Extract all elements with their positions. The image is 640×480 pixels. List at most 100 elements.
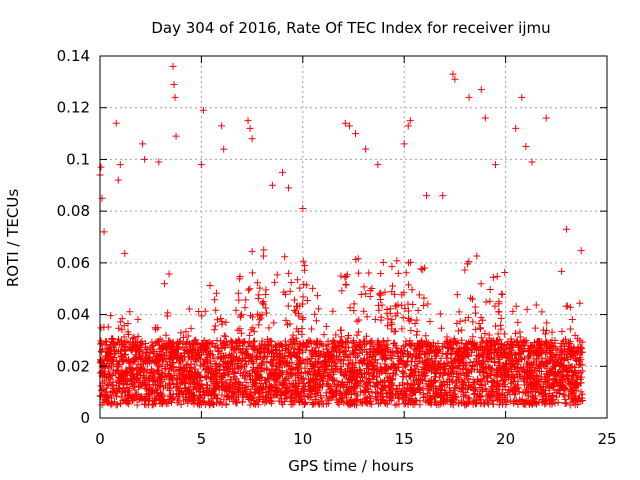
data-point — [185, 305, 193, 313]
data-point — [301, 261, 309, 269]
data-point — [523, 305, 531, 313]
data-point — [477, 367, 485, 375]
data-point — [235, 296, 243, 304]
data-point — [338, 287, 346, 295]
data-point — [426, 318, 434, 326]
y-tick-label: 0.14 — [57, 47, 90, 65]
data-point — [368, 389, 376, 397]
y-tick-label: 0 — [80, 409, 90, 427]
data-point — [242, 296, 250, 304]
x-tick-label: 10 — [293, 430, 312, 448]
data-point — [394, 269, 402, 277]
data-point — [398, 301, 406, 309]
data-point — [287, 393, 295, 401]
data-point — [472, 325, 480, 333]
data-point — [577, 388, 585, 396]
data-point — [399, 314, 407, 322]
data-point — [113, 401, 121, 409]
data-point — [377, 313, 385, 321]
data-point — [416, 401, 424, 409]
data-point — [238, 310, 246, 318]
data-point — [135, 347, 143, 355]
data-point — [180, 397, 188, 405]
data-point — [264, 366, 272, 374]
data-point — [259, 252, 267, 260]
data-point — [477, 376, 485, 384]
data-point — [461, 266, 469, 274]
chart-title: Day 304 of 2016, Rate Of TEC Index for r… — [151, 19, 550, 37]
data-point — [126, 308, 134, 316]
data-point — [220, 332, 228, 340]
data-point — [454, 327, 462, 335]
data-point — [210, 326, 218, 334]
data-point — [494, 330, 502, 338]
data-point — [182, 361, 190, 369]
data-point — [355, 316, 363, 324]
data-point — [367, 338, 375, 346]
data-point — [379, 258, 387, 266]
data-point — [217, 341, 225, 349]
data-point — [122, 388, 130, 396]
data-point — [97, 324, 105, 332]
data-point — [531, 324, 539, 332]
data-point — [498, 290, 506, 298]
x-tick-label: 20 — [496, 430, 515, 448]
data-point — [117, 400, 125, 408]
data-point — [294, 276, 302, 284]
data-point — [500, 330, 508, 338]
data-point — [263, 309, 271, 317]
data-point — [342, 280, 350, 288]
data-point — [254, 346, 262, 354]
data-point — [303, 281, 311, 289]
data-point — [134, 332, 142, 340]
data-point — [232, 306, 240, 314]
data-point — [236, 325, 244, 333]
data-point — [148, 365, 156, 373]
data-point — [329, 307, 337, 315]
data-point — [398, 325, 406, 333]
y-tick-label: 0.12 — [57, 99, 90, 117]
data-point — [501, 268, 509, 276]
data-point — [407, 326, 415, 334]
data-point — [574, 401, 582, 409]
data-point — [527, 343, 535, 351]
data-point — [514, 318, 522, 326]
data-point — [415, 357, 423, 365]
data-point — [248, 247, 256, 255]
data-point — [544, 380, 552, 388]
data-point — [568, 315, 576, 323]
data-point — [393, 387, 401, 395]
data-point — [320, 331, 328, 339]
data-point — [271, 278, 279, 286]
data-point — [469, 318, 477, 326]
data-point — [366, 292, 374, 300]
data-point — [324, 337, 332, 345]
data-point — [422, 332, 430, 340]
data-point — [350, 350, 358, 358]
data-point — [280, 288, 288, 296]
data-point — [375, 290, 383, 298]
data-point — [98, 387, 106, 395]
data-point — [277, 341, 285, 349]
data-point — [411, 319, 419, 327]
x-axis-label: GPS time / hours — [288, 457, 414, 475]
data-point — [420, 301, 428, 309]
data-point — [486, 297, 494, 305]
data-point — [313, 292, 321, 300]
data-point — [548, 328, 556, 336]
data-point — [177, 401, 185, 409]
y-tick-label: 0.1 — [66, 150, 90, 168]
data-point — [292, 334, 300, 342]
data-point — [383, 341, 391, 349]
data-point — [245, 286, 253, 294]
data-point — [301, 364, 309, 372]
data-point — [246, 331, 254, 339]
y-axis-label: ROTI / TECUs — [4, 189, 22, 287]
data-point — [120, 384, 128, 392]
data-point — [389, 282, 397, 290]
data-point — [563, 366, 571, 374]
data-point — [282, 316, 290, 324]
data-point — [512, 302, 520, 310]
